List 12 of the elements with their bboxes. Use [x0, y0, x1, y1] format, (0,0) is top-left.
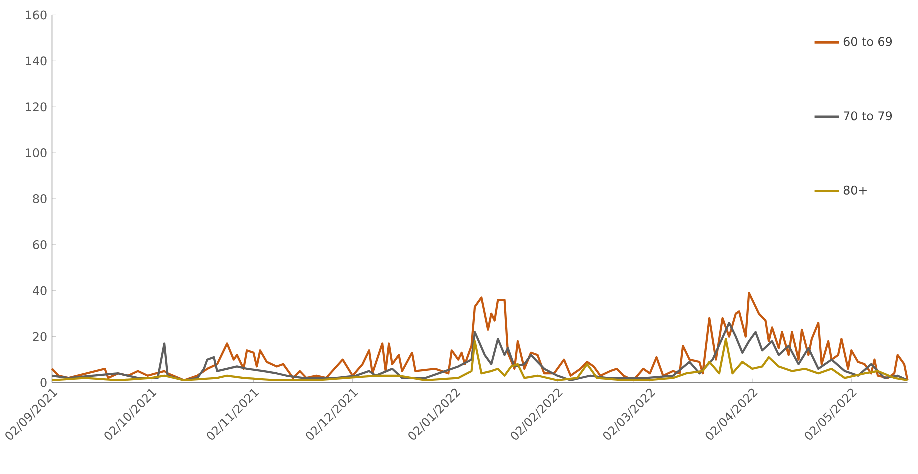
y-tick-label: 120: [26, 102, 47, 112]
y-tick-label: 140: [26, 56, 47, 66]
y-tick-label: 0: [40, 378, 47, 388]
y-tick-label: 80: [33, 194, 47, 204]
y-tick-label: 20: [33, 332, 47, 342]
y-tick-label: 100: [26, 148, 47, 158]
legend-label: 60 to 69: [844, 37, 892, 46]
y-tick-label: 60: [33, 240, 47, 250]
legend-label: 80+: [844, 186, 867, 195]
y-tick-label: 160: [26, 10, 47, 20]
legend-label: 70 to 79: [844, 112, 892, 121]
y-tick-label: 40: [33, 286, 47, 296]
